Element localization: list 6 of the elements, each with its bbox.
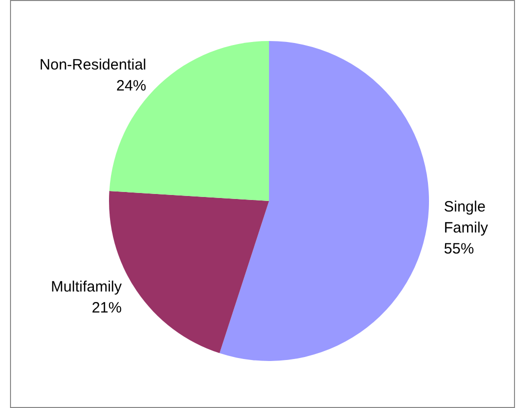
slice-label: Multifamily <box>50 278 122 296</box>
slice-label: Non-Residential <box>40 56 146 74</box>
data-label: 55% <box>444 240 474 258</box>
data-label: 21% <box>92 300 122 317</box>
data-label: 24% <box>116 78 146 95</box>
slice-label: Single Family <box>444 198 489 236</box>
